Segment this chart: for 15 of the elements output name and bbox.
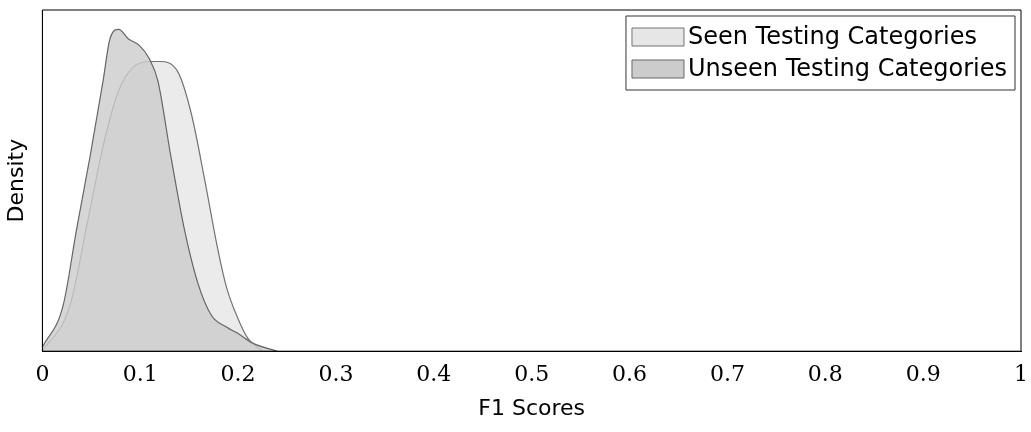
x-tick-label: 0.6 <box>612 361 648 387</box>
x-tick-label: 0 <box>35 361 50 387</box>
x-tick-label: 0.4 <box>416 361 452 387</box>
x-tick-label: 0.2 <box>220 361 256 387</box>
x-tick-label: 0.1 <box>122 361 158 387</box>
legend-label: Seen Testing Categories <box>687 22 977 51</box>
x-tick-label: 0.9 <box>905 361 941 387</box>
x-tick-label: 0.3 <box>318 361 354 387</box>
x-axis-title: F1 Scores <box>478 394 586 420</box>
x-tick-label: 0.5 <box>514 361 550 387</box>
y-axis-title: Density <box>2 138 28 223</box>
x-tick-label: 0.7 <box>709 361 745 387</box>
x-tick-label: 1 <box>1014 361 1028 387</box>
legend-label: Unseen Testing Categories <box>687 54 1008 83</box>
x-tick-label: 0.8 <box>807 361 843 387</box>
